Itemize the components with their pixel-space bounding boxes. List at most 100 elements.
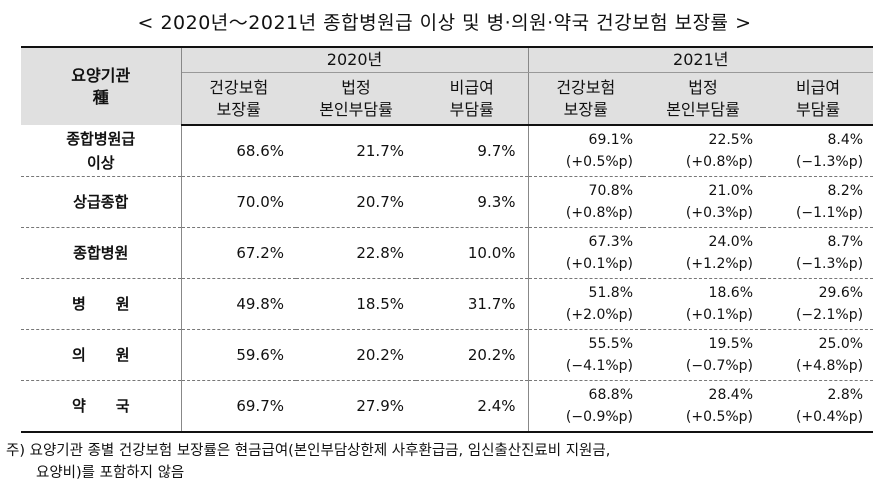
cell-2021: 28.4% (+0.5%p) bbox=[643, 380, 764, 433]
page-title: < 2020년～2021년 종합병원급 이상 및 병·의원·약국 건강보험 보장… bbox=[137, 12, 752, 34]
cell-2021: 24.0% (+1.2%p) bbox=[643, 227, 764, 279]
value-2021: 28.4% bbox=[708, 387, 754, 403]
change-vs-2020: (−1.1%p) bbox=[795, 205, 864, 221]
cell-2020: 49.8% bbox=[181, 278, 296, 330]
cell-2020: 10.0% bbox=[416, 227, 529, 279]
value-2021: 8.4% bbox=[827, 132, 864, 148]
value-2021: 68.8% bbox=[588, 387, 634, 403]
table-row: 의 원 59.6% 20.2% 20.2% 55.5% (−4.1%p) 19.5% (−0.… bbox=[21, 329, 874, 381]
header-2021-coverage: 건강보험 보장률 bbox=[528, 72, 644, 126]
row-label: 약 국 bbox=[21, 380, 182, 433]
change-vs-2020: (−1.3%p) bbox=[795, 154, 864, 170]
footnote-line2: 요양비)를 포함하지 않음 bbox=[36, 465, 185, 481]
footnote: 주) 요양기관 종별 건강보험 보장률은 현금급여(본인부담상한제 사후환급금,… bbox=[6, 440, 882, 484]
row-label: 상급종합 bbox=[21, 176, 182, 228]
cell-2020: 9.7% bbox=[416, 125, 529, 177]
change-vs-2020: (+0.8%p) bbox=[685, 154, 754, 170]
cell-2020: 67.2% bbox=[181, 227, 296, 279]
row-label: 종합병원 bbox=[21, 227, 182, 279]
cell-2021: 67.3% (+0.1%p) bbox=[528, 227, 644, 279]
header-corner-line2: 種 bbox=[92, 87, 109, 107]
change-vs-2020: (−2.1%p) bbox=[795, 307, 864, 323]
cell-2021: 8.4% (−1.3%p) bbox=[763, 125, 874, 177]
change-vs-2020: (−1.3%p) bbox=[795, 256, 864, 272]
header-2021-copay: 법정 본인부담률 bbox=[643, 72, 764, 126]
value-2021: 24.0% bbox=[708, 234, 754, 250]
cell-2021: 25.0% (+4.8%p) bbox=[763, 329, 874, 381]
cell-2020: 22.8% bbox=[296, 227, 416, 279]
header-2020-copay: 법정 본인부담률 bbox=[296, 72, 416, 126]
change-vs-2020: (+1.2%p) bbox=[685, 256, 754, 272]
value-2021: 21.0% bbox=[708, 183, 754, 199]
value-2021: 22.5% bbox=[708, 132, 754, 148]
header-2021-noncovered: 비급여 부담률 bbox=[763, 72, 874, 126]
change-vs-2020: (+0.5%p) bbox=[565, 154, 634, 170]
cell-2021: 2.8% (+0.4%p) bbox=[763, 380, 874, 433]
row-label: 병 원 bbox=[21, 278, 182, 330]
header-2020-noncovered: 비급여 부담률 bbox=[416, 72, 529, 126]
change-vs-2020: (+0.8%p) bbox=[565, 205, 634, 221]
cell-2021: 68.8% (−0.9%p) bbox=[528, 380, 644, 433]
cell-2021: 19.5% (−0.7%p) bbox=[643, 329, 764, 381]
change-vs-2020: (+0.1%p) bbox=[565, 256, 634, 272]
value-2021: 8.7% bbox=[827, 234, 864, 250]
change-vs-2020: (+0.4%p) bbox=[795, 409, 864, 425]
table-row: 종합병원 67.2% 22.8% 10.0% 67.3% (+0.1%p) 24.0% (+1… bbox=[21, 227, 874, 279]
value-2021: 69.1% bbox=[588, 132, 634, 148]
value-2021: 2.8% bbox=[827, 387, 864, 403]
value-2021: 18.6% bbox=[708, 285, 754, 301]
cell-2021: 70.8% (+0.8%p) bbox=[528, 176, 644, 228]
cell-2020: 69.7% bbox=[181, 380, 296, 433]
table-row: 약 국 69.7% 27.9% 2.4% 68.8% (−0.9%p) 28.4% (+0.5… bbox=[21, 380, 874, 433]
cell-2021: 22.5% (+0.8%p) bbox=[643, 125, 764, 177]
cell-2020: 2.4% bbox=[416, 380, 529, 433]
value-2021: 67.3% bbox=[588, 234, 634, 250]
cell-2020: 31.7% bbox=[416, 278, 529, 330]
cell-2020: 20.2% bbox=[296, 329, 416, 381]
cell-2021: 29.6% (−2.1%p) bbox=[763, 278, 874, 330]
cell-2020: 59.6% bbox=[181, 329, 296, 381]
table-row: 종합병원급 이상 68.6% 21.7% 9.7% 69.1% (+0.5%p) 22.5% (… bbox=[21, 125, 874, 177]
cell-2021: 8.7% (−1.3%p) bbox=[763, 227, 874, 279]
value-2021: 51.8% bbox=[588, 285, 634, 301]
change-vs-2020: (+2.0%p) bbox=[565, 307, 634, 323]
header-year-2021: 2021년 bbox=[528, 46, 874, 73]
change-vs-2020: (+4.8%p) bbox=[795, 358, 864, 374]
cell-2020: 18.5% bbox=[296, 278, 416, 330]
change-vs-2020: (−0.9%p) bbox=[565, 409, 634, 425]
header-2020-coverage: 건강보험 보장률 bbox=[181, 72, 296, 126]
cell-2020: 20.7% bbox=[296, 176, 416, 228]
cell-2021: 55.5% (−4.1%p) bbox=[528, 329, 644, 381]
footnote-line1: 주) 요양기관 종별 건강보험 보장률은 현금급여(본인부담상한제 사후환급금,… bbox=[6, 443, 611, 459]
value-2021: 19.5% bbox=[708, 336, 754, 352]
cell-2021: 18.6% (+0.1%p) bbox=[643, 278, 764, 330]
value-2021: 25.0% bbox=[818, 336, 864, 352]
value-2021: 70.8% bbox=[588, 183, 634, 199]
change-vs-2020: (+0.1%p) bbox=[685, 307, 754, 323]
cell-2021: 51.8% (+2.0%p) bbox=[528, 278, 644, 330]
cell-2020: 27.9% bbox=[296, 380, 416, 433]
table-row: 상급종합 70.0% 20.7% 9.3% 70.8% (+0.8%p) 21.0% (+0.… bbox=[21, 176, 874, 228]
value-2021: 55.5% bbox=[588, 336, 634, 352]
cell-2021: 69.1% (+0.5%p) bbox=[528, 125, 644, 177]
cell-2021: 21.0% (+0.3%p) bbox=[643, 176, 764, 228]
header-year-2020: 2020년 bbox=[181, 46, 529, 73]
table-body: 종합병원급 이상 68.6% 21.7% 9.7% 69.1% (+0.5%p) 22.5% (… bbox=[21, 125, 874, 433]
change-vs-2020: (−4.1%p) bbox=[565, 358, 634, 374]
cell-2020: 20.2% bbox=[416, 329, 529, 381]
cell-2020: 9.3% bbox=[416, 176, 529, 228]
coverage-table: 요양기관 種 2020년 2021년 건강보험 보장률 법정 본인부담률 비급여 부담… bbox=[21, 46, 874, 433]
row-label: 의 원 bbox=[21, 329, 182, 381]
row-label: 종합병원급 이상 bbox=[21, 125, 182, 177]
cell-2021: 8.2% (−1.1%p) bbox=[763, 176, 874, 228]
cell-2020: 70.0% bbox=[181, 176, 296, 228]
change-vs-2020: (−0.7%p) bbox=[685, 358, 754, 374]
header-corner-line1: 요양기관 bbox=[71, 65, 131, 85]
change-vs-2020: (+0.3%p) bbox=[685, 205, 754, 221]
table-row: 병 원 49.8% 18.5% 31.7% 51.8% (+2.0%p) 18.6% (+0.… bbox=[21, 278, 874, 330]
value-2021: 8.2% bbox=[827, 183, 864, 199]
value-2021: 29.6% bbox=[818, 285, 864, 301]
cell-2020: 68.6% bbox=[181, 125, 296, 177]
header-institution-type: 요양기관 種 bbox=[21, 46, 182, 125]
change-vs-2020: (+0.5%p) bbox=[685, 409, 754, 425]
